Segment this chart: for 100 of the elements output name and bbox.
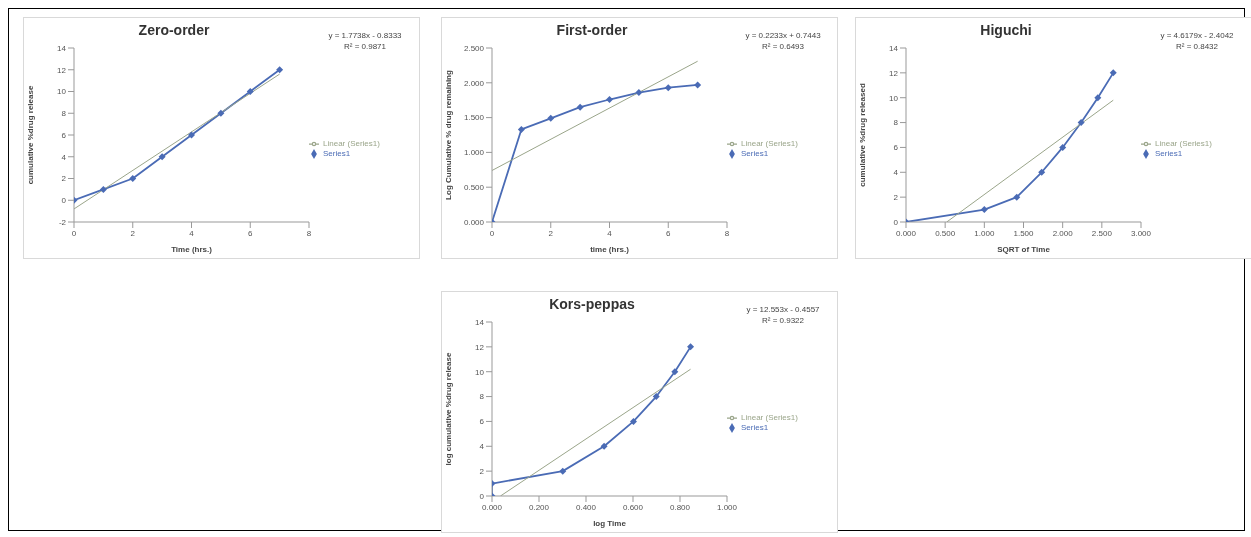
text: R² = 0.6493 bbox=[761, 41, 805, 52]
x-tick-label: 0.400 bbox=[575, 502, 597, 512]
legend-label: Linear (Series1) bbox=[323, 139, 380, 149]
point bbox=[99, 185, 107, 193]
x-tick-label: 2.000 bbox=[1052, 228, 1074, 238]
y-tick-label: 10 bbox=[889, 93, 899, 103]
y-tick-label: 6 bbox=[61, 130, 67, 140]
point bbox=[1059, 143, 1067, 151]
point bbox=[129, 175, 137, 182]
x-tick-label: 2 bbox=[548, 228, 554, 238]
y-tick-label: 8 bbox=[61, 109, 67, 119]
point bbox=[606, 96, 613, 103]
point bbox=[217, 109, 225, 117]
x-tick-label: 8 bbox=[724, 228, 730, 238]
y-tick-label: 10 bbox=[57, 87, 67, 97]
text: y = 12.553x - 0.4557 bbox=[745, 304, 821, 315]
point bbox=[980, 206, 988, 214]
text: y = 0.2233x + 0.7443 bbox=[744, 30, 822, 41]
x-tick-label: 6 bbox=[248, 228, 254, 238]
y-tick-label: 0.000 bbox=[463, 217, 485, 227]
legend-label: Series1 bbox=[323, 149, 351, 159]
x-axis-title: log Time bbox=[593, 519, 627, 528]
point bbox=[652, 393, 660, 401]
y-tick-label: 14 bbox=[475, 317, 485, 327]
x-tick-label: 0 bbox=[489, 228, 495, 238]
y-tick-label: 0 bbox=[479, 491, 485, 501]
y-tick-label: 2 bbox=[893, 192, 899, 202]
x-tick-label: 6 bbox=[666, 228, 672, 238]
y-tick-label: 12 bbox=[57, 65, 67, 75]
y-axis-title: cumulative %drug released bbox=[857, 83, 867, 187]
y-tick-label: 6 bbox=[893, 143, 899, 153]
y-tick-label: 2.500 bbox=[463, 43, 485, 53]
y-tick-label: 4 bbox=[61, 152, 67, 162]
text: R² = 0.8432 bbox=[1175, 41, 1219, 52]
point bbox=[635, 89, 643, 97]
point bbox=[517, 125, 525, 133]
point bbox=[687, 343, 695, 351]
y-tick-label: -2 bbox=[58, 217, 67, 227]
point bbox=[246, 88, 254, 95]
x-tick-label: 4 bbox=[189, 228, 195, 238]
y-tick-label: 2 bbox=[479, 466, 485, 476]
text: R² = 0.9322 bbox=[761, 315, 805, 326]
point bbox=[576, 103, 584, 111]
point bbox=[664, 84, 672, 92]
legend-label: Linear (Series1) bbox=[1155, 139, 1212, 149]
legend-label: Series1 bbox=[741, 423, 769, 433]
point bbox=[547, 114, 555, 122]
x-axis-title: SQRT of Time bbox=[997, 245, 1051, 254]
point bbox=[1109, 69, 1117, 77]
x-tick-label: 0.500 bbox=[935, 228, 956, 238]
legend-label: Series1 bbox=[1155, 149, 1183, 159]
legend-label: Linear (Series1) bbox=[741, 139, 798, 149]
y-tick-label: 8 bbox=[893, 118, 899, 128]
legend-label: Linear (Series1) bbox=[741, 413, 798, 423]
y-tick-label: 1.000 bbox=[463, 148, 485, 158]
point bbox=[694, 81, 702, 89]
y-tick-label: 4 bbox=[479, 442, 485, 452]
chart-title: Zero-order bbox=[137, 22, 211, 38]
y-axis-title: Log Cumulative % drug remaining bbox=[443, 70, 453, 200]
x-tick-label: 4 bbox=[607, 228, 613, 238]
y-tick-label: 1.500 bbox=[463, 113, 485, 123]
legend-label: Series1 bbox=[741, 149, 769, 159]
point bbox=[1038, 168, 1046, 176]
chart-title: Higuchi bbox=[979, 22, 1033, 38]
text: y = 4.6179x - 2.4042 bbox=[1159, 30, 1235, 41]
chart-title: Kors-peppas bbox=[548, 296, 636, 312]
text: R² = 0.9871 bbox=[343, 41, 387, 52]
point bbox=[1077, 119, 1085, 127]
x-tick-label: 1.500 bbox=[1013, 228, 1035, 238]
x-tick-label: 0.200 bbox=[528, 502, 550, 512]
x-tick-label: 2.500 bbox=[1091, 228, 1113, 238]
x-tick-label: 1.000 bbox=[974, 228, 995, 238]
point bbox=[1094, 94, 1102, 102]
y-tick-label: 2.000 bbox=[463, 78, 485, 88]
x-tick-label: 1.000 bbox=[716, 502, 738, 512]
y-tick-label: 12 bbox=[475, 342, 485, 352]
y-tick-label: 0 bbox=[61, 196, 67, 206]
chart-title: First-order bbox=[555, 22, 629, 38]
point bbox=[559, 467, 567, 475]
x-tick-label: 8 bbox=[306, 228, 312, 238]
point bbox=[671, 368, 679, 376]
x-tick-label: 0 bbox=[71, 228, 77, 238]
x-tick-label: 3.000 bbox=[1130, 228, 1152, 238]
y-axis-title: log cumulative %drug release bbox=[443, 351, 453, 466]
point bbox=[158, 153, 166, 161]
x-tick-label: 0.600 bbox=[622, 502, 644, 512]
point bbox=[188, 131, 195, 139]
x-tick-label: 0.800 bbox=[669, 502, 691, 512]
y-tick-label: 12 bbox=[889, 68, 899, 78]
y-tick-label: 2 bbox=[61, 174, 67, 184]
x-axis-title: time (hrs.) bbox=[590, 245, 630, 254]
y-tick-label: 14 bbox=[57, 43, 67, 53]
point bbox=[629, 417, 637, 425]
y-tick-label: 10 bbox=[475, 367, 485, 377]
y-tick-label: 4 bbox=[893, 168, 899, 178]
y-tick-label: 14 bbox=[889, 43, 899, 53]
x-tick-label: 2 bbox=[130, 228, 136, 238]
y-tick-label: 0 bbox=[893, 217, 899, 227]
y-tick-label: 6 bbox=[479, 417, 485, 427]
point bbox=[1013, 193, 1021, 201]
